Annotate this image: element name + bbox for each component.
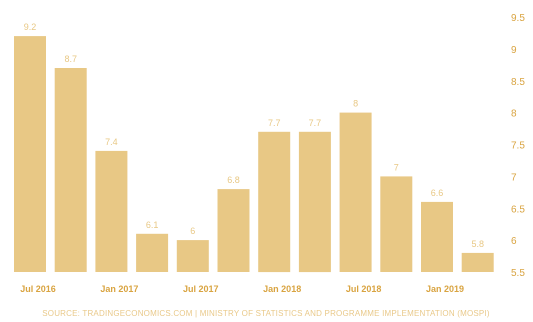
bar-4 <box>136 233 169 272</box>
x-tick-label: Jan 2017 <box>100 284 138 294</box>
bar-3 <box>95 150 128 272</box>
bar-value-label-3: 7.4 <box>105 137 118 147</box>
bar-7 <box>258 131 291 273</box>
bar-value-label-11: 6.6 <box>431 188 444 198</box>
y-tick-label: 8 <box>511 109 517 120</box>
y-tick-label: 6.5 <box>511 204 525 215</box>
bar-value-label-4: 6.1 <box>146 220 159 230</box>
y-axis: 9.5 9 8.5 8 7.5 7 6.5 6 5.5 <box>511 13 525 279</box>
y-tick-label: 9.5 <box>511 13 525 24</box>
bars-layer <box>14 36 494 273</box>
bar-value-label-10: 7 <box>394 162 399 172</box>
bar-value-label-2: 8.7 <box>64 54 77 64</box>
bar-value-label-5: 6 <box>190 226 195 236</box>
x-tick-label: Jul 2018 <box>346 284 382 294</box>
x-tick-label: Jul 2016 <box>20 284 56 294</box>
y-tick-label: 7 <box>511 172 517 183</box>
bar-6 <box>217 189 250 272</box>
source-note: SOURCE: TRADINGECONOMICS.COM | MINISTRY … <box>42 309 490 318</box>
bar-value-label-12: 5.8 <box>471 239 484 249</box>
y-tick-label: 5.5 <box>511 268 525 279</box>
bar-2 <box>54 68 87 272</box>
bar-1 <box>14 36 46 272</box>
x-axis: Jul 2016 Jan 2017 Jul 2017 Jan 2018 Jul 2018… <box>20 284 464 294</box>
bar-5 <box>176 240 209 272</box>
bar-value-label-1: 9.2 <box>24 22 37 32</box>
bar-value-label-6: 6.8 <box>227 175 240 185</box>
x-tick-label: Jan 2019 <box>426 284 464 294</box>
y-tick-label: 8.5 <box>511 77 525 88</box>
bar-8 <box>298 131 331 273</box>
y-tick-label: 6 <box>511 236 517 247</box>
y-tick-label: 9 <box>511 45 517 56</box>
y-tick-label: 7.5 <box>511 141 525 152</box>
x-tick-label: Jan 2018 <box>263 284 301 294</box>
bar-11 <box>421 201 453 272</box>
bar-9 <box>339 112 372 272</box>
bar-10 <box>380 176 413 272</box>
bar-value-label-7: 7.7 <box>268 118 281 128</box>
bar-labels-layer: 9.2 8.7 7.4 6.1 6 6.8 7.7 7.7 8 7 6.6 5.8 <box>24 22 484 249</box>
bar-value-label-8: 7.7 <box>309 118 322 128</box>
x-tick-label: Jul 2017 <box>183 284 219 294</box>
bar-value-label-9: 8 <box>353 99 358 109</box>
bar-12 <box>461 252 494 272</box>
